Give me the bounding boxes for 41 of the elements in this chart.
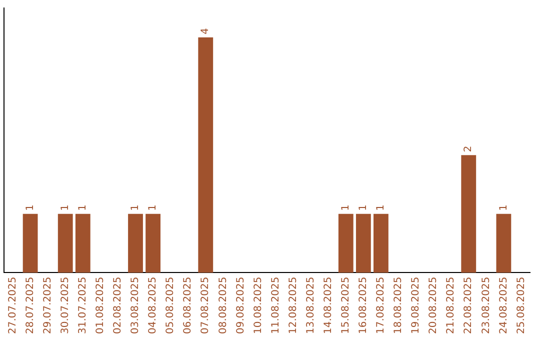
x-tick-label: 12.08.2025: [288, 276, 299, 334]
x-tick-label: 02.08.2025: [112, 276, 124, 334]
data-label: 2: [463, 146, 474, 152]
x-tick-label: 30.07.2025: [60, 276, 71, 334]
x-tick-label: 09.08.2025: [235, 276, 246, 334]
x-tick-label: 18.08.2025: [393, 276, 404, 334]
x-tick-label: 05.08.2025: [165, 276, 176, 334]
x-tick-label: 24.08.2025: [498, 276, 510, 334]
x-tick-label: 29.07.2025: [42, 276, 54, 334]
data-label: 1: [130, 204, 142, 211]
x-tick-label: 08.08.2025: [218, 276, 229, 334]
data-label: 1: [60, 204, 71, 211]
x-tick-label: 28.07.2025: [24, 276, 36, 334]
x-tick-label: 14.08.2025: [322, 276, 334, 334]
data-label: 4: [200, 28, 212, 34]
x-tick-label: 01.08.2025: [95, 276, 106, 334]
x-tick-label: 21.08.2025: [446, 276, 457, 334]
x-tick-label: 15.08.2025: [340, 276, 352, 334]
x-tick-label: 06.08.2025: [182, 276, 194, 334]
x-tick-label: 20.08.2025: [428, 276, 440, 334]
x-tick-label: 03.08.2025: [130, 276, 142, 334]
x-tick-label: 16.08.2025: [358, 276, 370, 334]
x-tick-label: 07.08.2025: [200, 276, 212, 334]
x-tick-label: 10.08.2025: [252, 276, 264, 334]
x-tick-label: 17.08.2025: [376, 276, 387, 334]
data-label: 1: [148, 204, 159, 211]
data-label: 1: [498, 204, 510, 211]
data-label: 1: [77, 204, 88, 211]
x-tick-label: 04.08.2025: [148, 276, 159, 334]
x-tick-label: 27.07.2025: [7, 276, 18, 334]
data-label: 1: [24, 204, 36, 211]
x-tick-label: 22.08.2025: [463, 276, 474, 334]
x-tick-label: 23.08.2025: [480, 276, 492, 334]
data-label: 1: [340, 204, 352, 211]
x-tick-label: 11.08.2025: [270, 276, 282, 334]
data-label: 1: [376, 204, 387, 211]
x-tick-label: 31.07.2025: [77, 276, 88, 334]
x-tick-label: 13.08.2025: [305, 276, 316, 334]
x-tick-label: 19.08.2025: [410, 276, 422, 334]
x-tick-label: 25.08.2025: [516, 276, 527, 334]
data-label: 1: [358, 204, 370, 211]
